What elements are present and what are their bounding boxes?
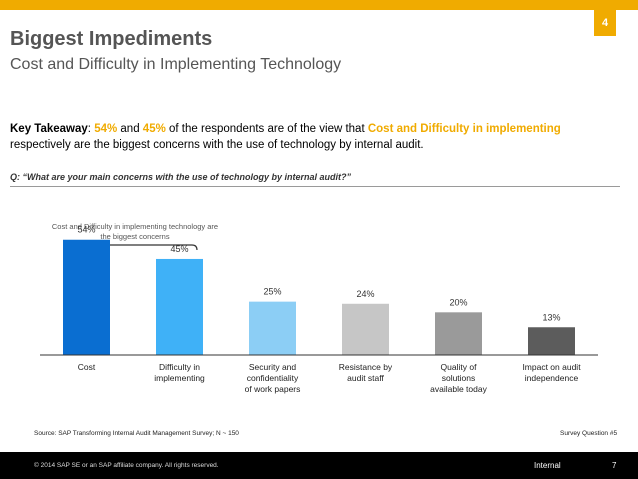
bar-1 bbox=[63, 239, 110, 355]
copyright-text: © 2014 SAP SE or an SAP affiliate compan… bbox=[34, 462, 219, 469]
value-label-4: 24% bbox=[356, 289, 374, 299]
takeaway-highlight: Cost and Difficulty in implementing bbox=[367, 123, 561, 135]
category-label-4: Resistance by audit staff bbox=[339, 362, 393, 383]
category-label-5: Quality of solutions available today bbox=[430, 362, 487, 394]
footer-bar: © 2014 SAP SE or an SAP affiliate compan… bbox=[0, 452, 638, 479]
chart-annotation: Cost and Difficulty in implementing tech… bbox=[51, 222, 219, 241]
bar-4 bbox=[342, 303, 389, 355]
survey-question: Q: “What are your main concerns with the… bbox=[10, 172, 352, 182]
value-label-1: 54% bbox=[77, 225, 95, 235]
bar-6 bbox=[528, 327, 575, 355]
top-accent-bar bbox=[0, 0, 638, 10]
page-badge: 4 bbox=[594, 10, 616, 36]
category-label-3: Security and confidentiality of work paper… bbox=[245, 362, 301, 394]
slide-title: Biggest Impediments bbox=[10, 28, 213, 50]
takeaway-lead: Key Takeaway bbox=[10, 123, 88, 135]
page-number: 7 bbox=[612, 461, 617, 470]
slide-subtitle: Cost and Difficulty in Implementing Tech… bbox=[10, 56, 342, 73]
bar-5 bbox=[435, 312, 482, 355]
value-label-2: 45% bbox=[170, 244, 188, 254]
category-label-1: Cost bbox=[78, 362, 96, 372]
takeaway-and: and bbox=[117, 123, 143, 135]
takeaway-pct-cost: 54% bbox=[94, 123, 118, 135]
bar-3 bbox=[249, 301, 296, 355]
takeaway-mid: of the respondents are of the view that bbox=[165, 123, 368, 135]
category-label-2: Difficulty in implementing bbox=[154, 362, 205, 383]
value-label-3: 25% bbox=[263, 287, 281, 297]
category-label-6: Impact on audit independence bbox=[522, 362, 581, 383]
key-takeaway: Key Takeaway: 54% and 45% of the respond… bbox=[10, 121, 620, 153]
takeaway-end: respectively are the biggest concerns wi… bbox=[10, 139, 424, 151]
survey-question-ref: Survey Question #5 bbox=[560, 430, 618, 437]
value-label-6: 13% bbox=[542, 312, 560, 322]
bar-2 bbox=[156, 258, 203, 355]
takeaway-pct-difficulty: 45% bbox=[142, 123, 166, 135]
takeaway-colon: : bbox=[87, 123, 95, 135]
classification-label: Internal bbox=[534, 461, 561, 470]
question-divider bbox=[10, 186, 620, 187]
source-note: Source: SAP Transforming Internal Audit … bbox=[34, 430, 239, 437]
value-label-5: 20% bbox=[449, 297, 467, 307]
